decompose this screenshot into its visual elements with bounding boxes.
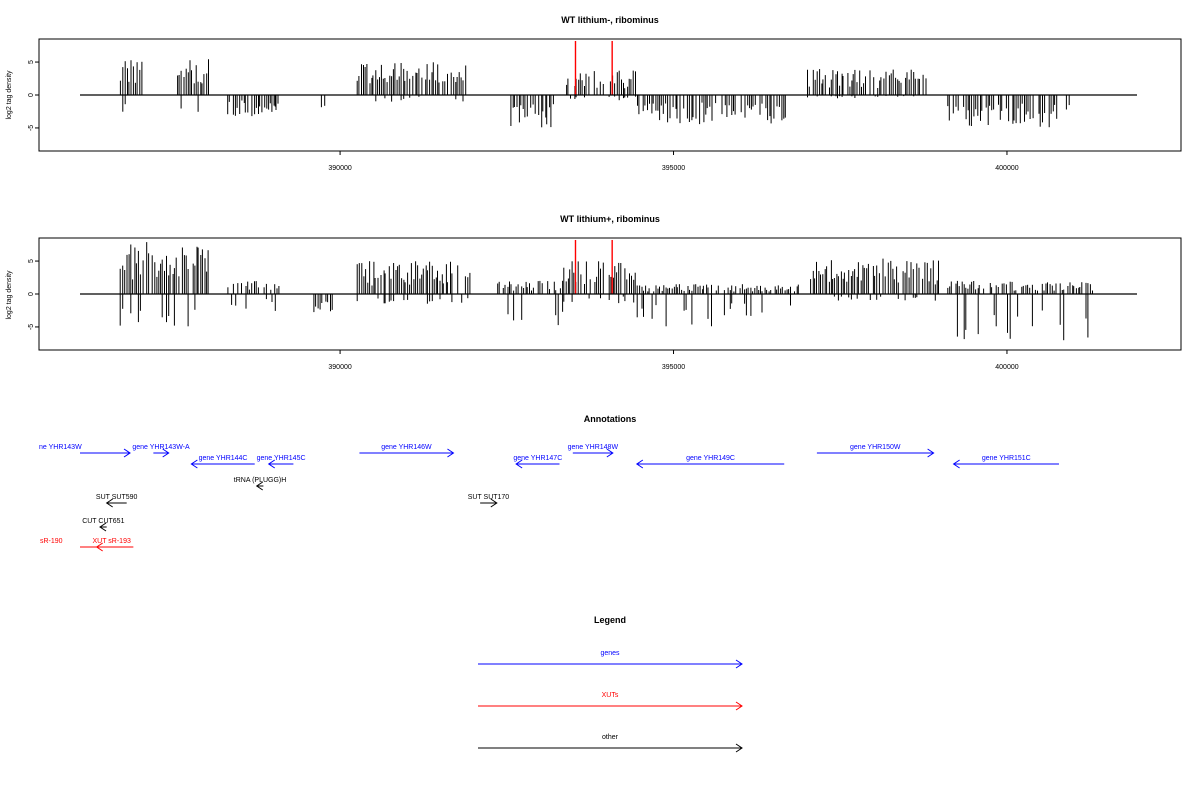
- legend-title: Legend: [594, 615, 626, 625]
- annotation-label: gene YHR145C: [257, 455, 306, 462]
- arrow-head-right: [735, 701, 743, 711]
- annotations-track: Annotations ne YHR143W gene YHR143W-A gene…: [39, 414, 1059, 552]
- annotation-label: tRNA (PLUGG)H: [234, 477, 287, 484]
- arrow-head-right: [735, 743, 743, 753]
- annotation-feature: gene YHR151C: [952, 455, 1059, 469]
- arrow-head-left: [255, 481, 263, 491]
- annotation-feature: gene YHR145C: [257, 455, 306, 469]
- arrow-head-right: [606, 448, 614, 458]
- y-axis-label: log2 tag density: [6, 270, 13, 320]
- annotation-feature: gene YHR144C: [190, 455, 255, 469]
- legend-label: genes: [600, 650, 620, 657]
- annotation-feature: ne YHR143W: [39, 444, 131, 458]
- x-tick-label: 400000: [995, 364, 1018, 371]
- x-tick-label: 395000: [662, 364, 685, 371]
- arrow-head-left: [190, 459, 198, 469]
- annotation-label: gene YHR144C: [199, 455, 248, 462]
- annotation-label: gene YHR146W: [381, 444, 432, 451]
- annotation-feature: gene YHR150W: [816, 444, 935, 458]
- annotation-feature: gene YHR143W-A: [132, 444, 190, 458]
- arrow-head-left: [952, 459, 960, 469]
- track-panel-lithium-plus: WT lithium+, ribominus log2 tag density …: [6, 214, 1182, 371]
- panel-title: WT lithium-, ribominus: [561, 15, 659, 25]
- arrow-head-left: [515, 459, 523, 469]
- annotation-feature: gene YHR146W: [359, 444, 455, 458]
- annotation-feature: XUT sR-193: [92, 538, 131, 552]
- annotation-label: sR-190: [40, 538, 63, 545]
- arrow-head-left: [95, 542, 103, 552]
- arrow-head-left: [105, 498, 113, 508]
- x-tick-label: 400000: [995, 165, 1018, 172]
- bar-group: [119, 59, 1070, 128]
- y-axis: -5 0 5: [28, 60, 39, 131]
- legend-item-gene: genes: [478, 650, 743, 669]
- annotation-label: XUT sR-193: [92, 538, 130, 545]
- y-tick-label: 5: [28, 259, 35, 263]
- annotation-label: ne YHR143W: [39, 444, 82, 451]
- legend-item-xut: XUTs: [478, 692, 743, 711]
- y-tick-label: 0: [28, 292, 35, 296]
- y-tick-label: -5: [28, 125, 35, 131]
- arrow-head-left: [99, 522, 107, 532]
- arrow-head-left: [267, 459, 276, 469]
- legend: Legend genes XUTs other: [478, 615, 743, 753]
- legend-item-other: other: [478, 734, 743, 753]
- track-panel-lithium-minus: WT lithium-, ribominus log2 tag density …: [6, 15, 1182, 172]
- annotation-feature: SUT SUT590: [96, 494, 138, 508]
- highlight-group: [574, 239, 613, 294]
- legend-label: other: [602, 734, 619, 741]
- annotation-label: SUT SUT170: [468, 494, 510, 501]
- legend-label: XUTs: [602, 692, 619, 699]
- y-axis-label: log2 tag density: [6, 70, 13, 120]
- annotation-feature: gene YHR147C: [513, 455, 562, 469]
- x-tick-label: 390000: [328, 364, 351, 371]
- arrow-head-right: [447, 448, 455, 458]
- annotation-feature: gene YHR148W: [568, 444, 619, 458]
- highlight-group: [574, 40, 613, 95]
- annotation-feature: CUT CUT651: [82, 518, 125, 532]
- y-axis: -5 0 5: [28, 259, 39, 330]
- x-axis: 390000 395000 400000: [328, 151, 1019, 172]
- y-tick-label: -5: [28, 324, 35, 330]
- annotation-label: SUT SUT590: [96, 494, 138, 501]
- annotation-feature: tRNA (PLUGG)H: [234, 477, 287, 491]
- legend-items: genes XUTs other: [478, 650, 743, 753]
- arrow-head-left: [635, 459, 644, 469]
- annotation-label: gene YHR147C: [513, 455, 562, 462]
- annotation-label: gene YHR148W: [568, 444, 619, 451]
- annotation-items: ne YHR143W gene YHR143W-A gene YHR144C gene…: [39, 444, 1059, 552]
- y-tick-label: 0: [28, 93, 35, 97]
- arrow-head-right: [735, 659, 743, 669]
- annotation-label: gene YHR151C: [982, 455, 1031, 462]
- arrow-head-right: [123, 448, 131, 458]
- x-tick-label: 390000: [328, 165, 351, 172]
- annotation-feature: gene YHR149C: [635, 455, 785, 469]
- annotation-label: CUT CUT651: [82, 518, 124, 525]
- annotation-label: gene YHR143W-A: [132, 444, 190, 451]
- arrow-head-right: [490, 498, 498, 508]
- x-axis: 390000 395000 400000: [328, 350, 1019, 371]
- panel-title: WT lithium+, ribominus: [560, 214, 660, 224]
- bar-group: [119, 242, 1093, 341]
- arrow-head-right: [162, 448, 170, 458]
- y-tick-label: 5: [28, 60, 35, 64]
- annotation-label: gene YHR149C: [686, 455, 735, 462]
- annotation-feature: SUT SUT170: [468, 494, 510, 508]
- annotation-label: gene YHR150W: [850, 444, 901, 451]
- arrow-head-right: [927, 448, 935, 458]
- x-tick-label: 395000: [662, 165, 685, 172]
- annotations-title: Annotations: [584, 414, 637, 424]
